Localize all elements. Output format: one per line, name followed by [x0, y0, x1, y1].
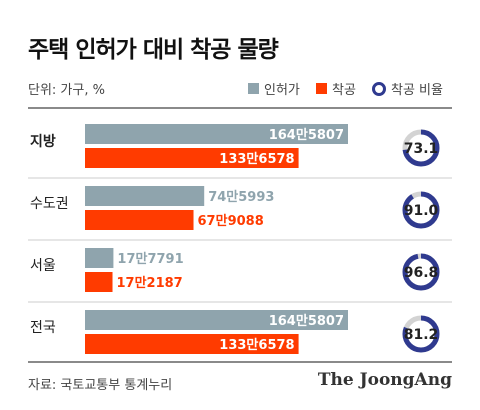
ratio-label: 96.8	[404, 265, 439, 281]
brand-logo: The JoongAng	[317, 370, 452, 390]
source-note: 자료: 국토교통부 통계누리	[28, 378, 173, 393]
legend-permit-label: 인허가	[264, 83, 300, 98]
bar-permit	[85, 310, 348, 330]
ratio-label: 81.2	[404, 327, 439, 343]
ratio-label: 73.1	[404, 141, 439, 157]
legend-permit-swatch	[248, 83, 259, 94]
bar-permit	[85, 248, 114, 268]
category-label: 서울	[30, 258, 56, 274]
bar-start	[85, 272, 113, 292]
bar-start-label: 133만6578	[219, 151, 294, 167]
bar-permit	[85, 124, 348, 144]
bar-start-label: 133만6578	[219, 337, 294, 353]
chart-title: 주택 인허가 대비 착공 물량	[28, 37, 279, 63]
legend-permit: 인허가	[248, 79, 300, 98]
bar-permit-label: 164만5807	[269, 127, 344, 143]
category-label: 전국	[30, 320, 56, 336]
category-label: 수도권	[30, 196, 69, 212]
bar-start	[85, 210, 194, 230]
ratio-ring-arc	[402, 253, 440, 291]
category-label: 지방	[30, 133, 56, 150]
bar-start-label: 67만9088	[198, 213, 264, 229]
legend-ratio-ring-icon	[372, 81, 386, 96]
legend-ratio: 착공 비율	[372, 79, 443, 98]
ratio-ring-arc	[402, 129, 440, 167]
legend-start-swatch	[316, 83, 327, 94]
bar-start-label: 17만2187	[117, 275, 183, 291]
legend-start-label: 착공	[332, 83, 356, 98]
unit-label: 단위: 가구, %	[28, 83, 105, 98]
ratio-ring-arc	[402, 315, 440, 353]
bar-permit	[85, 186, 205, 206]
bar-start	[85, 334, 299, 354]
ratio-ring-arc	[402, 191, 440, 229]
bar-start	[85, 148, 299, 168]
bar-permit-label: 74만5993	[208, 189, 274, 205]
legend-start: 착공	[316, 79, 356, 98]
legend-ratio-label: 착공 비율	[391, 83, 443, 98]
bar-permit-label: 17만7791	[117, 251, 183, 267]
bar-permit-label: 164만5807	[269, 313, 344, 329]
ratio-label: 91.0	[404, 203, 439, 219]
